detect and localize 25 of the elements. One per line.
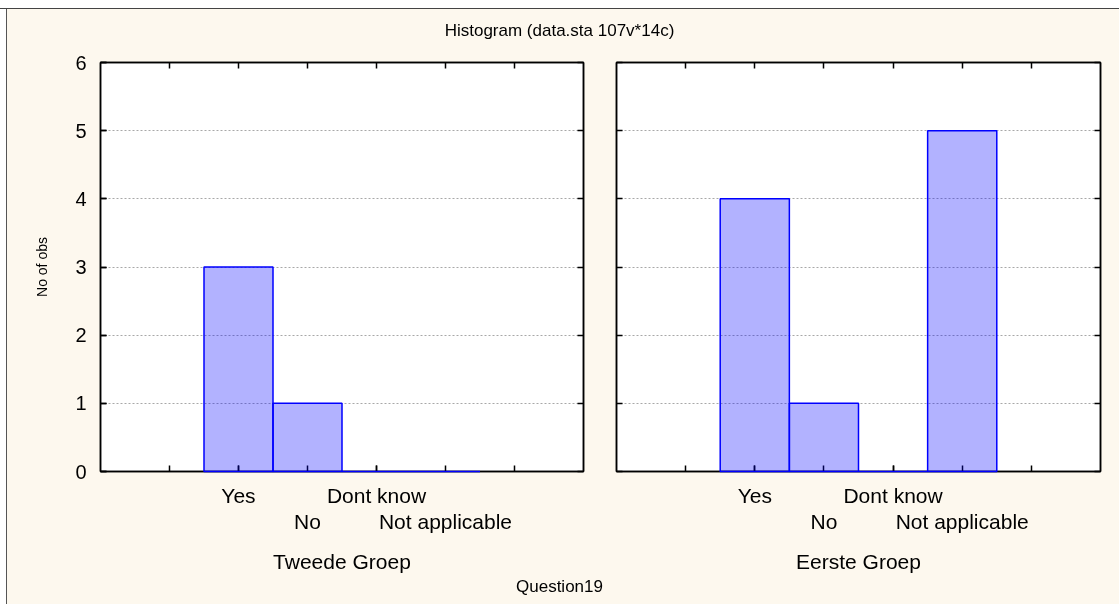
y-tick-label: 5 [75, 119, 87, 142]
x-tick-label: Not applicable [895, 509, 1029, 533]
y-tick-label: 2 [75, 324, 87, 347]
x-tick-label: No [810, 509, 838, 533]
y-tick-label: 1 [75, 392, 87, 415]
x-axis-title: Eerste Groep [796, 549, 921, 573]
bar [272, 402, 343, 473]
text: Question19 [516, 577, 603, 597]
bar [203, 266, 274, 473]
x-tick-label: Dont know [326, 483, 427, 507]
x-tick-label: Yes [221, 483, 256, 507]
x-tick-label: Yes [737, 483, 772, 507]
x-tick-label: Dont know [843, 483, 944, 507]
y-tick-label: 0 [75, 460, 87, 483]
y-tick-label: 4 [75, 187, 87, 210]
bar [926, 129, 998, 473]
bar [719, 198, 791, 473]
x-tick-label: Not applicable [378, 509, 513, 533]
y-axis-title: No of obs [34, 237, 51, 297]
x-axis-title: Tweede Groep [273, 549, 411, 573]
bar [788, 402, 860, 473]
y-tick-label: 3 [75, 256, 87, 278]
chart-title: Histogram (data.sta 107v*14c) [444, 21, 675, 41]
x-tick-label: No [294, 509, 321, 533]
y-tick-label: 6 [75, 51, 87, 74]
